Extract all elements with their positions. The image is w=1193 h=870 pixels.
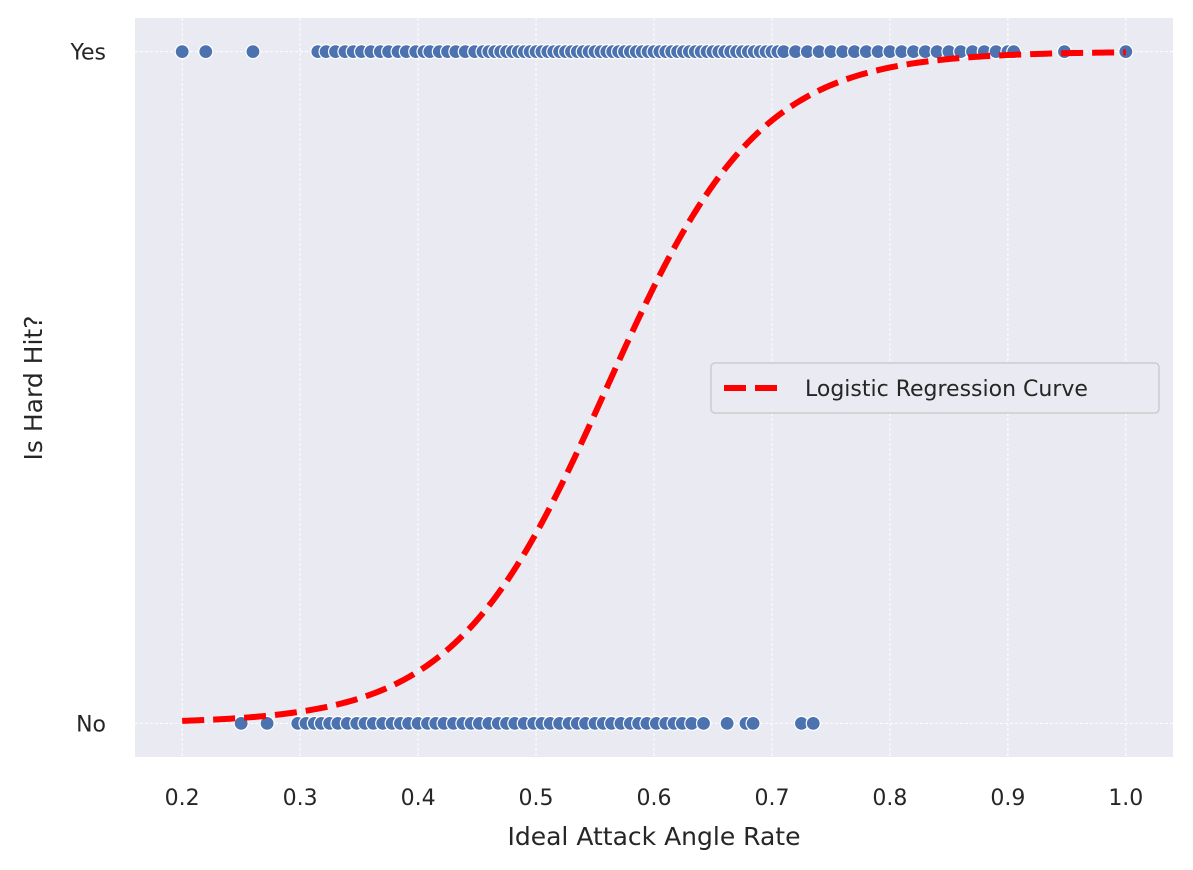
- point-yes: [1118, 43, 1134, 60]
- y-tick-label: Yes: [69, 41, 106, 66]
- point-no: [745, 715, 761, 732]
- point-yes: [245, 43, 261, 60]
- point-no: [259, 715, 275, 732]
- legend-label: Logistic Regression Curve: [805, 377, 1088, 402]
- x-tick-label: 0.7: [754, 786, 789, 811]
- y-axis-label: Is Hard Hit?: [19, 316, 48, 461]
- logistic-regression-curve: [182, 49, 1126, 724]
- x-axis-ticks: 0.2 0.3 0.4 0.5 0.6 0.7 0.8 0.9 1.0: [165, 786, 1144, 811]
- legend-box: [710, 362, 1160, 414]
- point-no: [695, 715, 712, 732]
- x-axis-label: Ideal Attack Angle Rate: [507, 822, 800, 851]
- x-tick-label: 0.8: [872, 786, 907, 811]
- point-no: [805, 715, 821, 732]
- x-tick-label: 0.2: [165, 786, 200, 811]
- x-tick-label: 0.4: [401, 786, 436, 811]
- x-tick-label: 0.3: [283, 786, 318, 811]
- legend: Logistic Regression Curve: [710, 362, 1160, 414]
- point-yes: [198, 43, 214, 60]
- x-tick-label: 1.0: [1108, 786, 1143, 811]
- scatter-points: [174, 43, 1134, 732]
- point-yes: [174, 43, 190, 60]
- y-axis-ticks: No Yes: [69, 41, 106, 738]
- y-tick-label: No: [76, 712, 106, 737]
- x-tick-label: 0.6: [637, 786, 672, 811]
- point-no: [719, 715, 735, 732]
- x-tick-label: 0.5: [519, 786, 554, 811]
- x-tick-label: 0.9: [990, 786, 1025, 811]
